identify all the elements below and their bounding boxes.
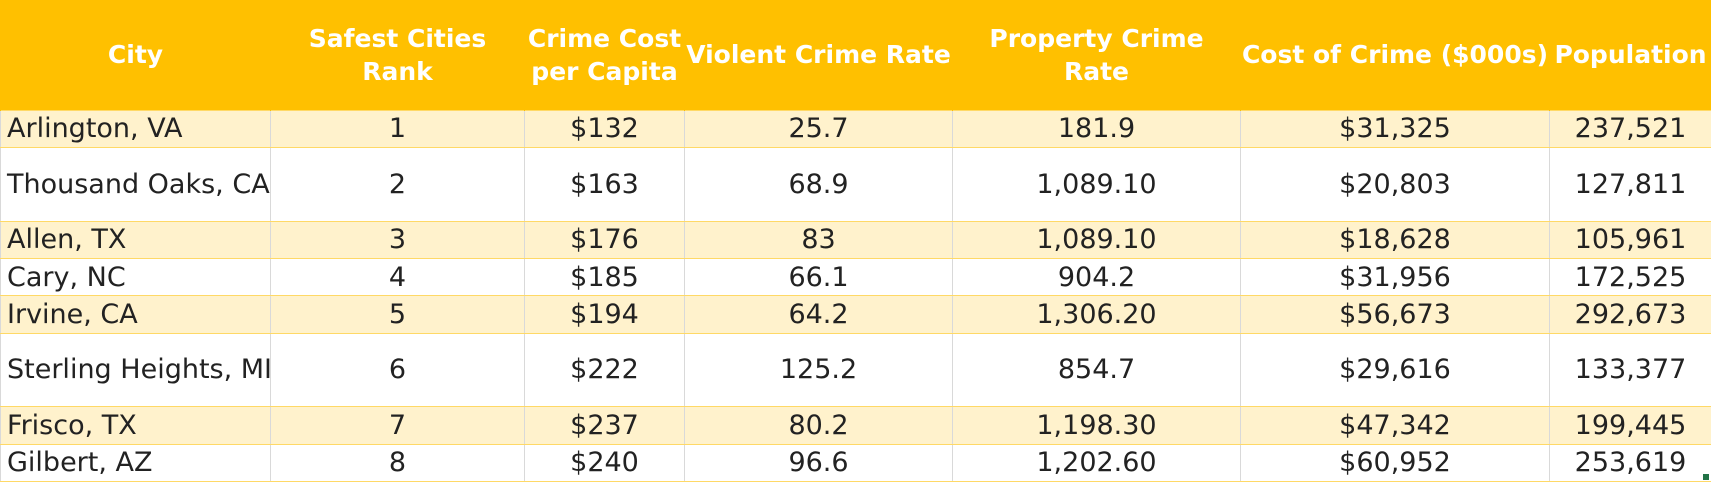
cell-population[interactable]: 105,961 [1549,220,1711,259]
table-row: Irvine, CA 5 $194 64.2 1,306.20 $56,673 … [0,295,1711,334]
cell-violent-rate[interactable]: 66.1 [684,257,953,297]
cell-city[interactable]: Irvine, CA [0,295,271,334]
table-row: Allen, TX 3 $176 83 1,089.10 $18,628 105… [0,220,1711,259]
cell-violent-rate[interactable]: 64.2 [684,295,953,334]
cell-cost-of-crime[interactable]: $29,616 [1240,332,1550,408]
cell-rank[interactable]: 4 [270,257,525,297]
cell-city[interactable]: Allen, TX [0,220,271,259]
table-row: Sterling Heights, MI 6 $222 125.2 854.7 … [0,332,1711,408]
table-row: Frisco, TX 7 $237 80.2 1,198.30 $47,342 … [0,406,1711,445]
cell-rank[interactable]: 7 [270,406,525,445]
cell-city[interactable]: Cary, NC [0,257,271,297]
cell-cost-of-crime[interactable]: $60,952 [1240,443,1550,482]
header-population[interactable]: Population [1549,0,1711,110]
table-row: Gilbert, AZ 8 $240 96.6 1,202.60 $60,952… [0,443,1711,482]
table-row: Thousand Oaks, CA 2 $163 68.9 1,089.10 $… [0,146,1711,222]
cell-property-rate[interactable]: 1,202.60 [952,443,1241,482]
cell-city[interactable]: Sterling Heights, MI [0,332,271,408]
cell-crime-cost[interactable]: $222 [524,332,685,408]
cell-violent-rate[interactable]: 25.7 [684,109,953,148]
cell-property-rate[interactable]: 904.2 [952,257,1241,297]
cell-rank[interactable]: 8 [270,443,525,482]
cell-population[interactable]: 172,525 [1549,257,1711,297]
cell-crime-cost[interactable]: $194 [524,295,685,334]
cell-population[interactable]: 253,619 [1549,443,1711,482]
header-safest-cities-rank[interactable]: Safest Cities Rank [270,0,525,110]
cell-cost-of-crime[interactable]: $56,673 [1240,295,1550,334]
cell-crime-cost[interactable]: $237 [524,406,685,445]
cell-crime-cost[interactable]: $185 [524,257,685,297]
cell-rank[interactable]: 1 [270,109,525,148]
cell-cost-of-crime[interactable]: $20,803 [1240,146,1550,222]
cell-violent-rate[interactable]: 80.2 [684,406,953,445]
cell-cost-of-crime[interactable]: $47,342 [1240,406,1550,445]
cell-rank[interactable]: 6 [270,332,525,408]
cell-city[interactable]: Frisco, TX [0,406,271,445]
cell-city[interactable]: Gilbert, AZ [0,443,271,482]
cell-population[interactable]: 292,673 [1549,295,1711,334]
cell-crime-cost[interactable]: $163 [524,146,685,222]
cell-property-rate[interactable]: 854.7 [952,332,1241,408]
table-row: Cary, NC 4 $185 66.1 904.2 $31,956 172,5… [0,257,1711,297]
header-cost-of-crime[interactable]: Cost of Crime ($000s) [1240,0,1550,110]
cell-violent-rate[interactable]: 125.2 [684,332,953,408]
cell-population[interactable]: 199,445 [1549,406,1711,445]
cell-cost-of-crime[interactable]: $31,325 [1240,109,1550,148]
fill-handle[interactable] [1703,474,1709,480]
cell-crime-cost[interactable]: $176 [524,220,685,259]
cell-rank[interactable]: 3 [270,220,525,259]
cell-property-rate[interactable]: 1,306.20 [952,295,1241,334]
cell-city[interactable]: Thousand Oaks, CA [0,146,271,222]
cell-cost-of-crime[interactable]: $18,628 [1240,220,1550,259]
cell-property-rate[interactable]: 1,089.10 [952,220,1241,259]
table-row: Arlington, VA 1 $132 25.7 181.9 $31,325 … [0,109,1711,148]
cell-crime-cost[interactable]: $132 [524,109,685,148]
cell-violent-rate[interactable]: 68.9 [684,146,953,222]
cell-crime-cost[interactable]: $240 [524,443,685,482]
cell-property-rate[interactable]: 1,198.30 [952,406,1241,445]
cell-population[interactable]: 133,377 [1549,332,1711,408]
cell-property-rate[interactable]: 1,089.10 [952,146,1241,222]
header-city[interactable]: City [0,0,271,110]
cell-violent-rate[interactable]: 83 [684,220,953,259]
cell-rank[interactable]: 5 [270,295,525,334]
cell-rank[interactable]: 2 [270,146,525,222]
header-crime-cost-per-capita[interactable]: Crime Cost per Capita [524,0,685,110]
header-violent-crime-rate[interactable]: Violent Crime Rate [684,0,953,110]
header-row: City Safest Cities Rank Crime Cost per C… [0,0,1711,110]
cell-property-rate[interactable]: 181.9 [952,109,1241,148]
cell-cost-of-crime[interactable]: $31,956 [1240,257,1550,297]
cell-violent-rate[interactable]: 96.6 [684,443,953,482]
cell-population[interactable]: 127,811 [1549,146,1711,222]
header-property-crime-rate[interactable]: Property Crime Rate [952,0,1241,110]
cell-city[interactable]: Arlington, VA [0,109,271,148]
cell-population[interactable]: 237,521 [1549,109,1711,148]
